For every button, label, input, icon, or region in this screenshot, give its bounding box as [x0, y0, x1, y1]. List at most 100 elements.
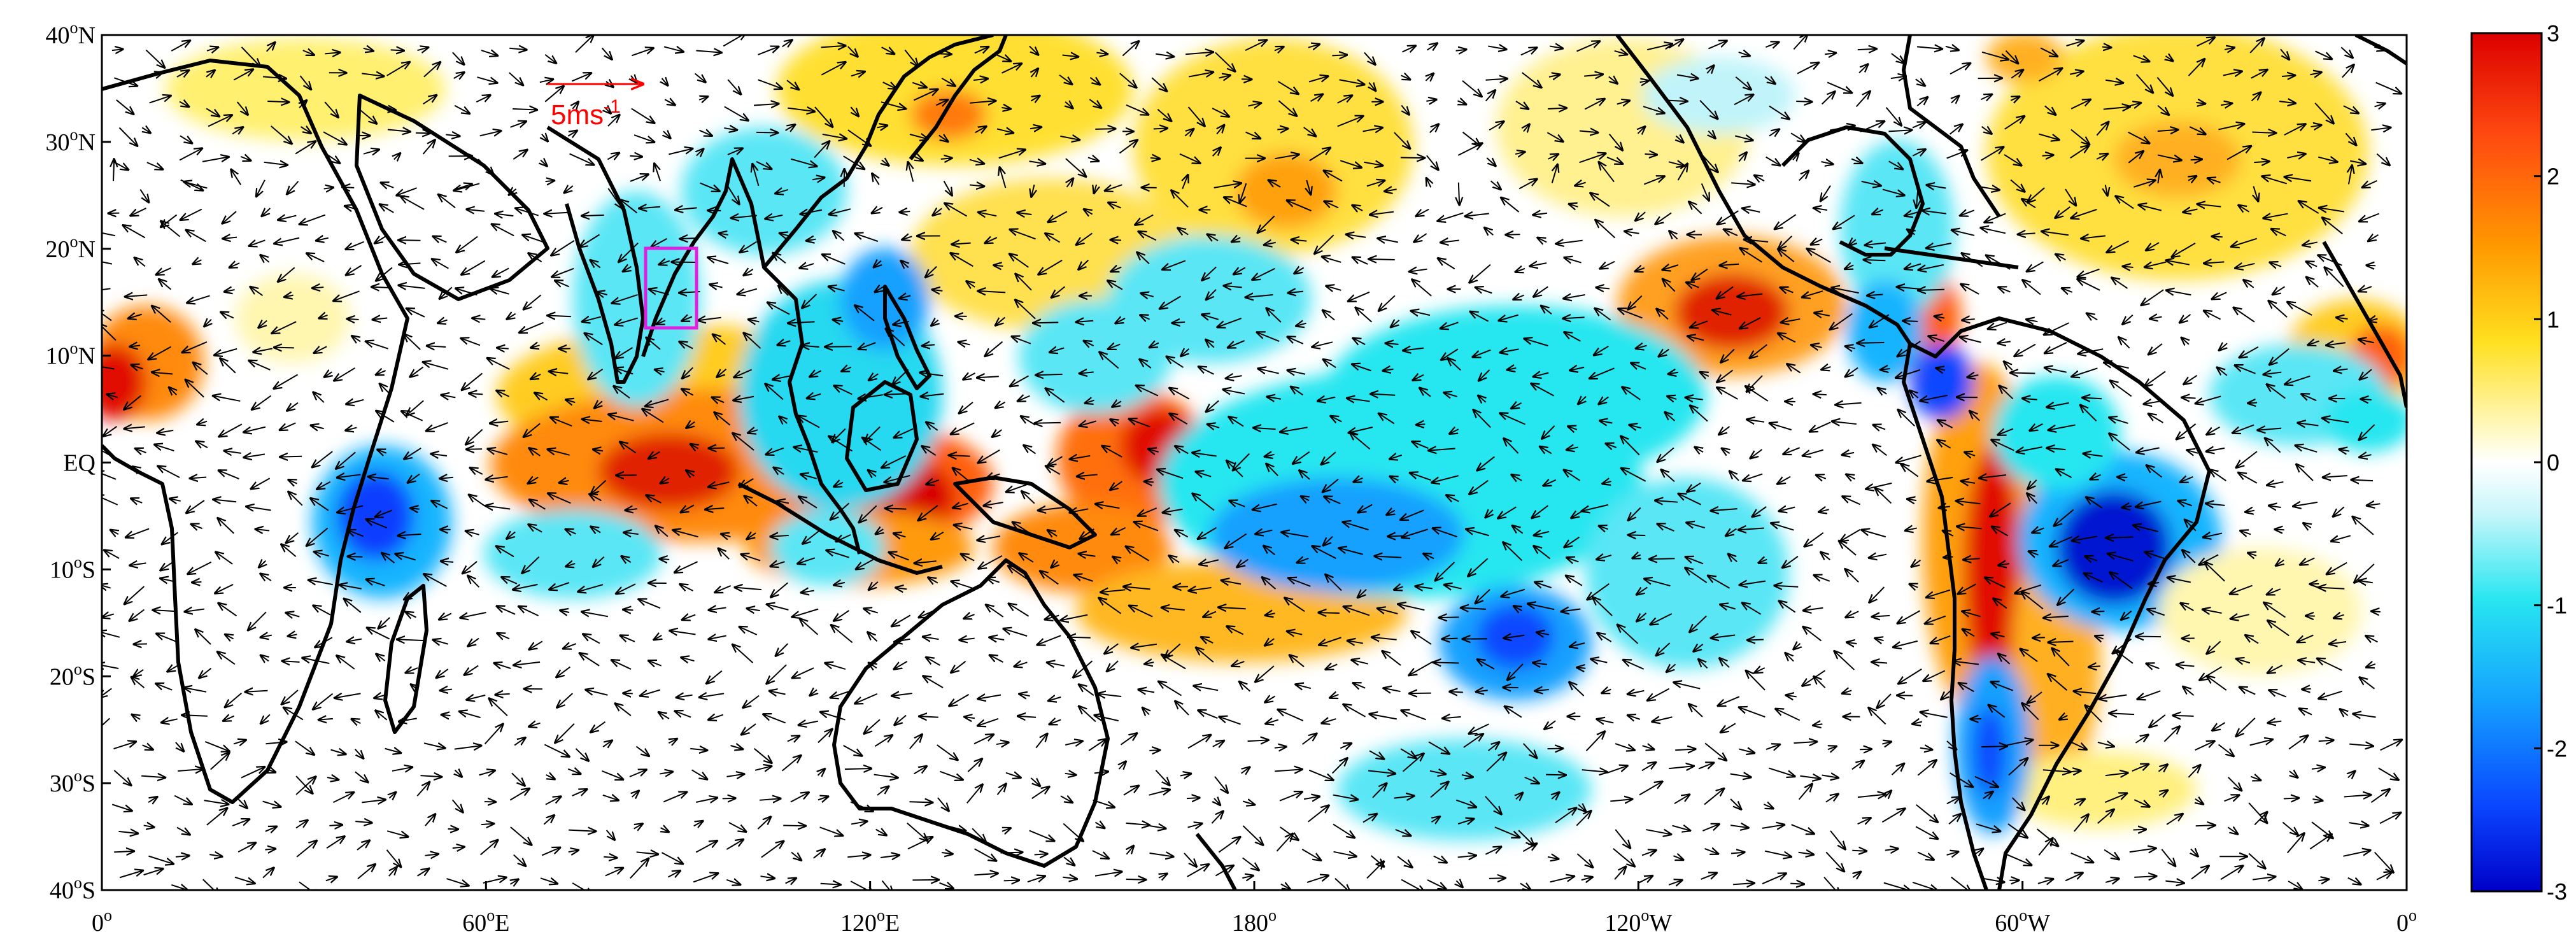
wind-vector-arrow — [1522, 72, 1541, 88]
wind-vector-arrow — [2041, 231, 2069, 235]
wind-vector-arrow — [2253, 186, 2258, 202]
wind-vector-arrow — [975, 126, 987, 132]
wind-vector-arrow — [1214, 183, 1242, 188]
wind-vector-arrow — [2275, 529, 2284, 530]
wind-vector-arrow — [1215, 52, 1235, 71]
wind-vector-arrow — [2318, 157, 2337, 162]
wind-vector-arrow — [1922, 211, 1946, 214]
wind-vector-arrow — [1184, 129, 1194, 136]
wind-vector-arrow — [1017, 213, 1032, 215]
wind-vector-arrow — [346, 241, 364, 250]
wind-vector-arrow — [2195, 825, 2216, 826]
wind-vector-arrow — [1668, 39, 1683, 49]
wind-vector-arrow — [952, 243, 971, 244]
wind-vector-arrow — [348, 556, 363, 557]
wind-vector-arrow — [1904, 211, 1923, 216]
wind-vector-arrow — [387, 130, 411, 132]
wind-vector-arrow — [1833, 215, 1855, 229]
wind-vector-arrow — [758, 79, 782, 88]
wind-vector-arrow — [1556, 241, 1583, 244]
wind-vector-arrow — [974, 46, 989, 53]
wind-vector-arrow — [1865, 243, 1886, 245]
wind-vector-arrow — [2032, 637, 2045, 638]
wind-vector-arrow — [1189, 72, 1214, 76]
wind-vector-arrow — [694, 73, 706, 82]
wind-vector-arrow — [1003, 880, 1019, 881]
wind-vector-arrow — [829, 208, 851, 215]
wind-vector-arrow — [1735, 76, 1751, 90]
wind-vector-arrow — [630, 156, 642, 157]
latitude-label: 10oN — [46, 339, 96, 370]
wind-vector-arrow — [604, 107, 611, 113]
wind-vector-arrow — [680, 238, 698, 239]
wind-vector-arrow — [621, 200, 638, 214]
wind-vector-arrow — [872, 173, 879, 185]
wind-vector-arrow — [756, 132, 778, 133]
wind-vector-arrow — [2004, 116, 2025, 130]
wind-vector-arrow — [176, 70, 189, 77]
wind-vector-arrow — [454, 183, 480, 190]
wind-vector-arrow — [564, 186, 574, 193]
wind-vector-arrow — [851, 71, 865, 76]
wind-vector-arrow — [1576, 667, 1586, 668]
wind-vector-arrow — [1738, 52, 1750, 56]
wind-vector-arrow — [978, 212, 997, 216]
wind-vector-arrow — [1033, 322, 1059, 323]
wind-vector-arrow — [208, 115, 232, 127]
wind-vector-arrow — [509, 189, 516, 195]
wind-vector-arrow — [1324, 201, 1339, 209]
wind-vector-arrow — [1010, 229, 1036, 240]
wind-vector-arrow — [726, 185, 739, 204]
wind-vector-arrow — [1485, 79, 1508, 80]
wind-vector-arrow — [2310, 73, 2321, 75]
wind-vector-arrow — [1245, 131, 1260, 139]
wind-vector-arrow — [2139, 205, 2162, 211]
wind-vector-arrow — [114, 77, 137, 86]
wind-vector-arrow — [1707, 66, 1714, 73]
wind-vector-arrow — [1001, 108, 1010, 109]
wind-vector-arrow — [800, 210, 823, 215]
wind-vector-arrow — [913, 89, 938, 101]
wind-vector-arrow — [1643, 176, 1664, 185]
wind-vector-arrow — [2345, 132, 2356, 145]
wind-vector-arrow — [231, 169, 241, 185]
wind-vector-arrow — [2096, 153, 2108, 159]
wind-vector-arrow — [1108, 202, 1121, 208]
wind-vector-arrow — [116, 99, 134, 114]
wind-vector-arrow — [2070, 129, 2090, 144]
wind-vector-arrow — [476, 95, 490, 103]
wind-vector-arrow — [2021, 199, 2036, 209]
wind-vector-arrow — [719, 233, 728, 235]
wind-vector-arrow — [847, 46, 858, 57]
wind-vector-arrow — [1599, 162, 1615, 183]
wind-vector-arrow — [2042, 155, 2054, 156]
wind-vector-arrow — [579, 234, 600, 248]
wind-vector-arrow — [2182, 397, 2196, 398]
wind-vector-arrow — [1754, 175, 1765, 181]
wind-vector-arrow — [1902, 321, 1918, 322]
wind-vector-arrow — [1885, 107, 1902, 125]
wind-vector-arrow — [149, 96, 171, 104]
wind-vector-arrow — [400, 196, 425, 210]
wind-vector-arrow — [1291, 239, 1307, 241]
wind-vector-arrow — [655, 164, 661, 181]
wind-vector-arrow — [323, 131, 346, 145]
wind-vector-arrow — [2040, 47, 2058, 56]
wind-vector-arrow — [1426, 99, 1436, 101]
wind-vector-arrow — [1144, 481, 1154, 482]
wind-vector-arrow — [1857, 49, 1877, 50]
wind-vector-arrow — [1035, 374, 1063, 375]
wind-vector-arrow — [1438, 212, 1464, 221]
wind-vector-arrow — [2105, 185, 2107, 195]
wind-vector-arrow — [1813, 208, 1828, 210]
wind-vector-arrow — [941, 78, 955, 86]
wind-vector-arrow — [1429, 124, 1439, 133]
wind-vector-arrow — [300, 127, 311, 133]
wind-vector-arrow — [171, 41, 190, 52]
wind-vector-arrow — [933, 208, 942, 215]
colorbar-tick-label: -1 — [2547, 593, 2567, 619]
wind-vector-arrow — [1337, 96, 1352, 104]
wind-vector-arrow — [1126, 104, 1149, 115]
wind-vector-arrow — [940, 158, 952, 159]
wind-vector-arrow — [882, 82, 896, 88]
